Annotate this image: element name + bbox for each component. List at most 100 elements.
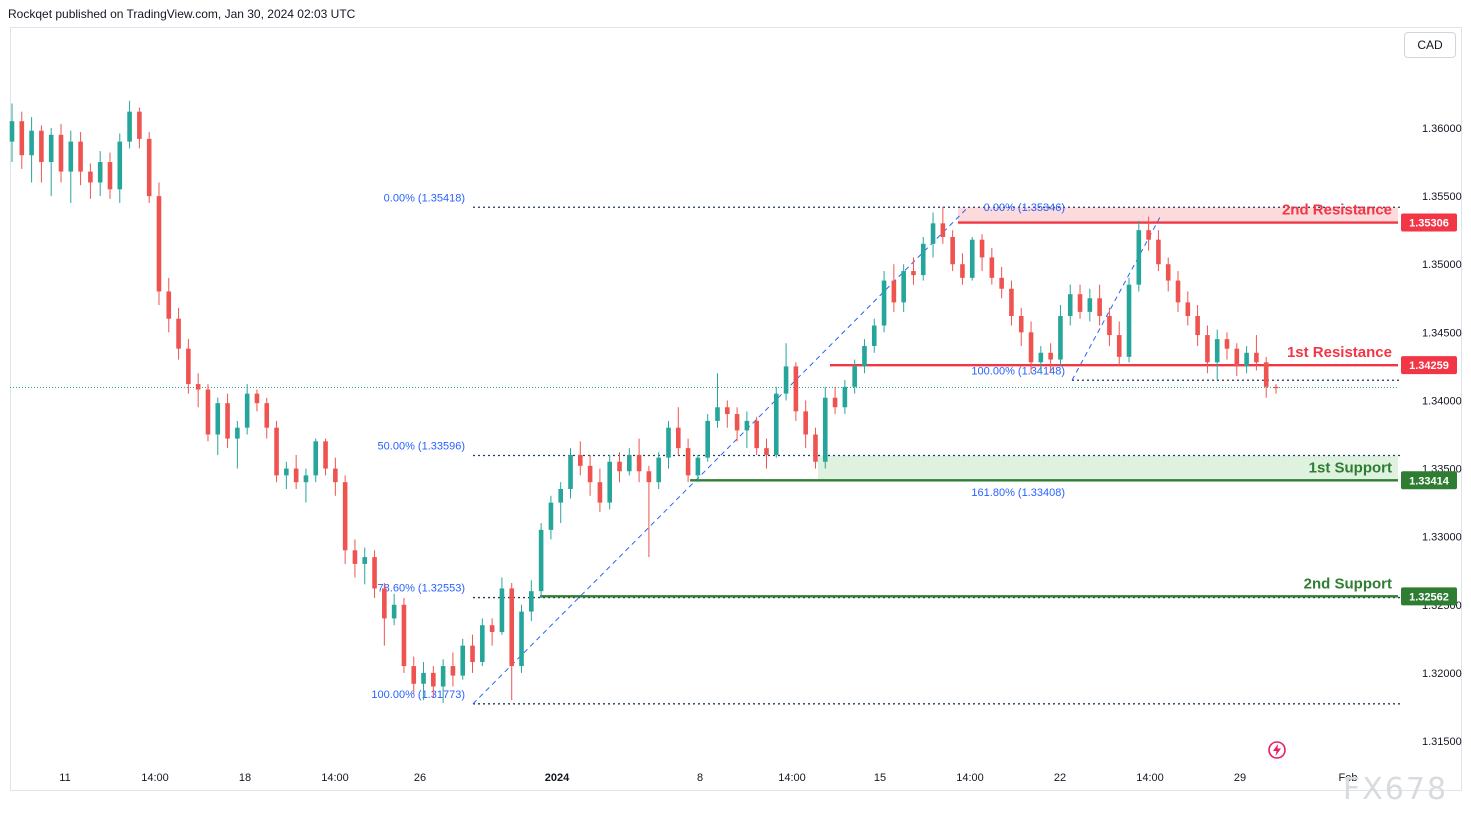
candle-body [1273,386,1279,389]
x-tick-label: 22 [1054,772,1066,784]
candle-body [999,277,1004,289]
candle-body [607,461,613,503]
candle-body [1185,302,1191,316]
candle-body [382,588,387,619]
x-tick-label: 14:00 [1136,772,1164,784]
candle-body [372,557,377,589]
candle-body [186,348,191,385]
candle-body [137,111,142,139]
y-tick-label: 1.35000 [1422,259,1462,271]
level-labels: 2nd Resistance 1st Resistance 1st Support 2… [1282,202,1392,593]
candle-body [969,239,975,278]
candle-body [979,239,985,258]
y-tick-label: 1.34500 [1422,327,1462,339]
fib-label: 50.00% (1.33596) [378,440,465,452]
x-tick-label: 14:00 [321,772,349,784]
candle-body [783,366,789,394]
candle-body [734,414,740,431]
price-badge-label: 1.33414 [1409,475,1450,487]
candle-body [1126,284,1132,357]
fib-label: 161.80% (1.33408) [971,487,1065,499]
price-badge-label: 1.32562 [1409,591,1449,603]
candle-body [1077,294,1083,312]
candle-body [352,550,358,564]
candle-body [950,236,955,265]
candle-body [470,645,475,662]
candle-body [362,557,368,564]
x-tick-label: 2024 [545,772,570,784]
candle-body [1263,362,1269,387]
candle-body [342,482,348,551]
x-tick-label: 26 [414,772,426,784]
candle-body [656,457,661,483]
candle-body [587,465,593,483]
candle-body [78,141,83,172]
level-label: 2nd Support [1304,575,1392,592]
candle-body [832,397,838,408]
y-tick-label: 1.32000 [1422,668,1462,680]
candle-body [166,291,172,319]
candle-body [274,427,279,476]
candle-body [39,130,44,163]
candle-body [225,403,230,439]
candle-body [1097,298,1102,316]
candle-body [822,397,828,462]
candle-body [117,141,123,190]
candle-body [548,502,554,530]
x-tick-label: 15 [874,772,886,784]
candle-body [264,403,270,428]
candle-body [156,196,162,292]
candle-body [1175,280,1181,303]
candle-body [323,441,328,469]
candle-body [1195,315,1200,336]
candle-body [58,134,64,172]
candle-body [127,111,132,142]
candle-body [558,488,564,503]
candlesticks [9,100,1279,703]
candle-body [499,588,505,633]
candle-body [1087,298,1093,312]
currency-selector[interactable]: CAD [1404,32,1456,58]
y-tick-label: 1.34000 [1422,395,1462,407]
candle-body [195,384,201,390]
support-zone [818,455,1398,481]
price-badge [1401,213,1457,232]
x-tick-label: 29 [1234,772,1246,784]
candle-body [1028,332,1034,363]
y-tick-label: 1.35500 [1422,191,1462,203]
price-badge [1401,356,1457,375]
candle-body [48,134,54,163]
candle-body [440,666,446,687]
level-label: 2nd Resistance [1282,202,1392,219]
candle-body [813,434,818,462]
x-tick-label: 14:00 [778,772,806,784]
candle-body [480,625,485,662]
candle-body [1009,288,1014,316]
candle-body [401,604,407,667]
candle-body [235,427,240,439]
price-badge-label: 1.35306 [1409,218,1449,230]
chart-frame [10,27,1462,791]
candle-body [695,457,701,476]
fibonacci-drawings: 0.00% (1.35418) 50.00% (1.33596) 78.60% (1… [371,192,1400,705]
candle-body [509,588,515,667]
x-axis: 11 14:00 18 14:00 26 2024 8 14:00 15 14:00 22 14:00… [59,772,1357,784]
candle-body [715,407,720,421]
candle-body [519,611,524,667]
candle-body [617,461,622,472]
candle-body [538,529,544,592]
candle-body [19,121,25,156]
candle-body [9,121,15,142]
y-tick-label: 1.33000 [1422,532,1462,544]
fib-label: 100.00% (1.34148) [971,365,1065,377]
candle-body [333,468,338,483]
flash-icon[interactable] [1267,740,1287,760]
candle-body [421,672,426,684]
candle-body [1048,352,1053,360]
candle-body [666,427,671,458]
fib-label: 0.00% (1.35346) [984,202,1065,214]
x-tick-label: Feb [1339,772,1358,784]
fib-label: 78.60% (1.32553) [378,583,465,595]
candle-body [1156,239,1161,265]
